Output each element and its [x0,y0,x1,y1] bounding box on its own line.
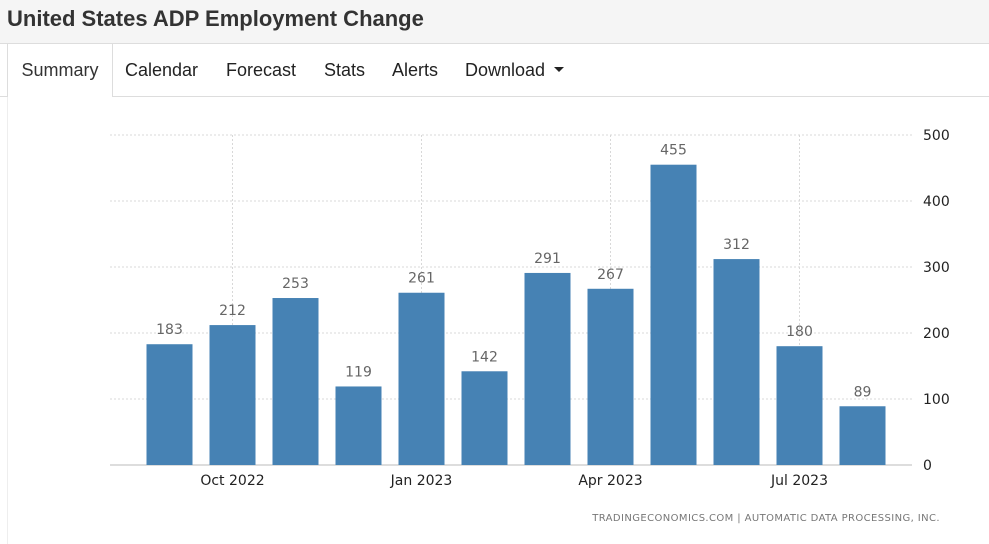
bar[interactable] [839,406,886,465]
data-label: 267 [597,267,624,283]
bar[interactable] [461,371,508,465]
data-label: 253 [282,276,309,292]
y-tick-label: 400 [923,194,950,210]
tab-calendar-label: Calendar [125,60,199,80]
y-tick-label: 300 [923,260,950,276]
bar[interactable] [776,346,823,465]
x-axis-ticks: Oct 2022 Jan 2023 Apr 2023 Jul 2023 [200,473,828,489]
data-label: 291 [534,251,561,267]
page-title: United States ADP Employment Change [7,6,424,31]
bar[interactable] [587,288,634,465]
tab-forecast-label: Forecast [226,60,297,80]
caret-down-icon [554,66,565,72]
title-bar: United States ADP Employment Change [0,0,989,44]
data-label: 180 [786,324,813,340]
tab-alerts-label: Alerts [392,60,439,80]
y-axis-ticks: 0 100 200 300 400 500 [923,128,950,474]
data-label: 212 [219,303,246,319]
tab-summary-label: Summary [21,60,99,80]
tab-alerts[interactable]: Alerts [392,44,438,96]
bar[interactable] [398,292,445,465]
y-tick-label: 500 [923,128,950,144]
x-tick-label: Oct 2022 [200,473,264,489]
bar[interactable] [335,386,382,465]
tab-calendar[interactable]: Calendar [125,44,198,96]
bar[interactable] [524,272,571,465]
data-label: 261 [408,271,435,287]
data-label: 119 [345,364,372,380]
tab-download-label: Download [465,60,546,80]
data-label: 89 [854,384,872,400]
data-label: 455 [660,143,687,159]
bar[interactable] [650,164,697,465]
tab-download[interactable]: Download [465,44,565,96]
data-label: 183 [156,322,183,338]
data-labels: 183 212 253 119 261 142 291 267 455 312 180 89 [156,143,871,401]
bar[interactable] [713,259,760,465]
bar[interactable] [209,325,256,465]
x-tick-label: Jul 2023 [770,473,828,489]
y-tick-label: 200 [923,326,950,342]
tab-bar: Summary Calendar Forecast Stats Alerts D… [0,44,989,97]
bars [146,164,886,465]
content-border [7,97,8,544]
data-label: 142 [471,349,498,365]
x-tick-label: Jan 2023 [390,473,453,489]
employment-change-chart: 183 212 253 119 261 142 291 267 455 312 180 89 Oct … [110,128,950,524]
tab-stats[interactable]: Stats [324,44,365,96]
bar[interactable] [146,344,193,465]
tab-summary[interactable]: Summary [7,44,113,97]
x-tick-label: Apr 2023 [578,473,642,489]
y-tick-label: 100 [923,392,950,408]
data-label: 312 [723,237,750,253]
tab-stats-label: Stats [324,60,366,80]
y-tick-label: 0 [923,458,932,474]
bar[interactable] [272,298,319,465]
tab-forecast[interactable]: Forecast [226,44,296,96]
source-text: TRADINGECONOMICS.COM | AUTOMATIC DATA PR… [591,513,940,524]
